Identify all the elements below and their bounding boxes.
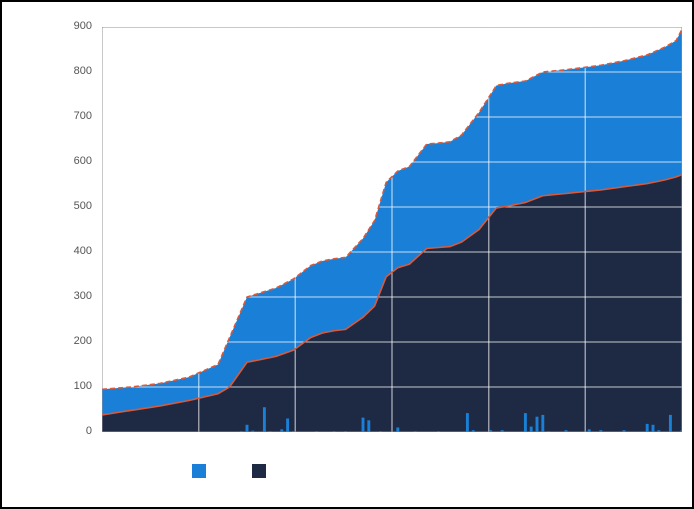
legend-swatch <box>192 464 206 478</box>
y-tick-label: 500 <box>74 200 92 212</box>
legend-swatch <box>252 464 266 478</box>
y-tick-label: 0 <box>86 425 92 437</box>
y-tick-label: 800 <box>74 65 92 77</box>
legend-item <box>252 464 272 478</box>
y-tick-label: 300 <box>74 290 92 302</box>
y-tick-label: 200 <box>74 335 92 347</box>
chart-plot-area <box>102 27 682 432</box>
chart-legend <box>192 464 272 478</box>
chart-frame: 0 100 200 300 400 500 600 700 800 900 <box>0 0 694 509</box>
y-tick-label: 900 <box>74 20 92 32</box>
y-tick-label: 400 <box>74 245 92 257</box>
y-tick-label: 600 <box>74 155 92 167</box>
y-tick-label: 100 <box>74 380 92 392</box>
y-tick-label: 700 <box>74 110 92 122</box>
legend-item <box>192 464 212 478</box>
